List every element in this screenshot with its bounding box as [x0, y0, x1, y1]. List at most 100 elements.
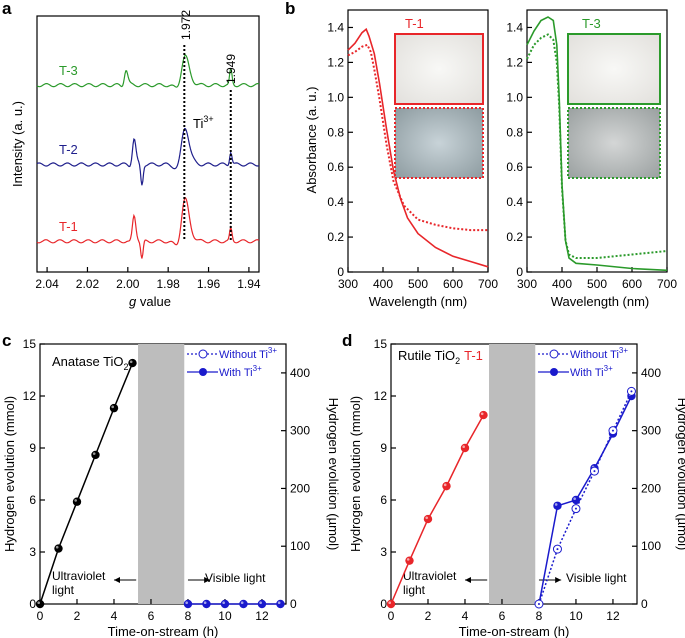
panel-c-ytick-label: 9 — [29, 441, 36, 455]
panel-c-xtick-label: 12 — [255, 609, 269, 623]
data-point — [442, 481, 451, 491]
panel-c-xtick-label: 6 — [148, 609, 155, 623]
panel-c-region-uv-1: Ultraviolet — [52, 569, 106, 583]
panel-b-ytick-label: 1.4 — [506, 20, 523, 34]
data-point — [423, 514, 433, 524]
panel-a-xtick-label: 2.04 — [35, 277, 59, 291]
panel-d-legend-without: Without Ti3+ — [570, 346, 628, 361]
data-point — [386, 599, 396, 609]
panel-b-ylabel: Absorbance (a. u.) — [304, 87, 319, 194]
epr-label-t-2: T-2 — [59, 142, 78, 157]
data-point — [479, 410, 488, 420]
data-point — [35, 599, 45, 609]
panel-b-xtick-label: 600 — [443, 277, 463, 291]
panel-c-ytick-right-label: 400 — [290, 366, 310, 380]
panel-b-xtick-label: 400 — [373, 277, 393, 291]
panel-b-ytick-label: 0.4 — [327, 195, 344, 209]
panel-d-ytick-right-label: 200 — [641, 481, 661, 495]
g-value-1949-label: 1.949 — [224, 54, 238, 84]
panel-d-xtick-label: 6 — [499, 609, 506, 623]
panel-c-legend-with: With Ti3+ — [219, 364, 262, 379]
panel-d-xtick-label: 2 — [425, 609, 432, 623]
panel-d-xtick-label: 10 — [569, 609, 583, 623]
panel-label-a: a — [2, 0, 12, 18]
panel-b-xtick-label: 500 — [587, 277, 607, 291]
panel-d-ytick-right-label: 0 — [641, 597, 648, 611]
data-point — [276, 599, 285, 609]
panel-b-xtick-label: 400 — [552, 277, 572, 291]
panel-b-absorbance-charts: Absorbance (a. u.) Wavelength (nm) Wavel… — [304, 9, 677, 309]
panel-c-xtick-label: 10 — [218, 609, 232, 623]
legend-without-marker — [198, 349, 208, 359]
panel-a-xtick-label: 1.98 — [157, 277, 181, 291]
panel-d-ytick-label: 9 — [380, 441, 387, 455]
data-point — [109, 403, 119, 413]
epr-label-t-3: T-3 — [59, 63, 78, 78]
panel-c-ytick-label: 12 — [23, 389, 37, 403]
data-point-highlight — [111, 405, 114, 409]
panel-c-ytick-right-label: 0 — [290, 597, 297, 611]
data-point — [553, 501, 562, 510]
panel-b-ytick-label: 0.4 — [506, 195, 523, 209]
panel-b2-xlabel: Wavelength (nm) — [551, 294, 650, 309]
panel-c-hydrogen-chart: Hydrogen evolution (mmol) Hydrogen evolu… — [2, 337, 341, 638]
panel-d-ytick-right-label: 300 — [641, 424, 661, 438]
panel-d-ytick-right-label: 400 — [641, 366, 661, 380]
legend-with-marker — [199, 368, 207, 376]
data-point-highlight — [406, 558, 410, 561]
epr-label-t-1: T-1 — [59, 219, 78, 234]
panel-d-ytick-label: 12 — [374, 389, 388, 403]
panel-c-legend-without: Without Ti3+ — [219, 346, 277, 361]
panel-b-ytick-label: 1.2 — [327, 55, 344, 69]
t1-grey-powder-photo — [394, 107, 484, 179]
panel-d-xtick-label: 8 — [536, 609, 543, 623]
panel-c-xtick-label: 2 — [74, 609, 81, 623]
data-point-open-dot — [593, 470, 596, 473]
panel-b-xtick-label: 600 — [622, 277, 642, 291]
data-point-open-dot — [537, 603, 540, 605]
panel-c-region-visible: Visible light — [205, 571, 266, 585]
panel-d-legend-with: With Ti3+ — [570, 364, 613, 379]
data-point — [257, 599, 267, 609]
panel-d-ytick-right-label: 100 — [641, 539, 661, 553]
panel-b-ytick-label: 0 — [516, 265, 523, 279]
series-line-0 — [390, 414, 485, 605]
data-point-open-dot — [556, 548, 559, 551]
data-point-highlight — [480, 412, 484, 416]
data-point-open-dot — [574, 507, 577, 510]
absorbance-curve-dotted — [526, 33, 668, 259]
panel-a-ylabel: Intensity (a. u.) — [10, 101, 25, 187]
data-point-highlight — [240, 601, 244, 604]
panel-c-xtick-label: 0 — [37, 609, 44, 623]
panel-a-frame — [36, 15, 260, 273]
data-point-highlight — [554, 503, 558, 506]
data-point-highlight — [185, 601, 188, 604]
panel-a-xtick-label: 2.02 — [76, 277, 100, 291]
panel-b-xtick-label: 700 — [478, 277, 498, 291]
uv-arrowhead — [464, 577, 471, 583]
data-point — [220, 599, 230, 609]
data-point — [183, 599, 193, 609]
data-point-highlight — [462, 445, 465, 449]
panel-d-title: Rutile TiO2 T-1 — [398, 348, 483, 366]
panel-a-xlabel: g value — [129, 294, 171, 309]
data-point — [72, 497, 82, 506]
panel-b-ytick-label: 0 — [337, 265, 344, 279]
panel-c-xlabel: Time-on-stream (h) — [108, 624, 219, 638]
legend-without-marker — [549, 349, 559, 359]
data-point-highlight — [259, 601, 262, 604]
t3-white-powder-photo — [567, 33, 661, 105]
visible-arrowhead — [204, 577, 211, 583]
data-point-highlight — [388, 601, 392, 604]
data-point — [239, 599, 248, 609]
uv-arrowhead — [113, 577, 120, 583]
panel-b-ytick-label: 1.0 — [327, 90, 344, 104]
absorbance-curve-solid — [347, 27, 489, 268]
data-point — [54, 544, 63, 553]
panel-d-region-visible: Visible light — [566, 571, 627, 585]
panel-c-shaded-region — [138, 344, 185, 604]
data-point-highlight — [222, 601, 225, 604]
panel-d-ytick-label: 15 — [374, 337, 388, 351]
series-line-0 — [39, 362, 134, 605]
